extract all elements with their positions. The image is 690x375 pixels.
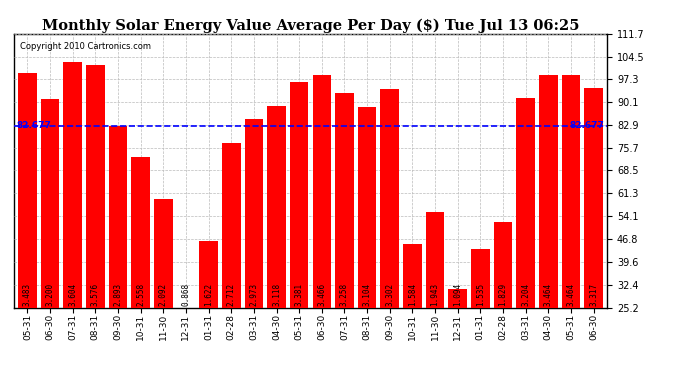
Bar — [86, 65, 105, 308]
Text: 3.118: 3.118 — [272, 283, 281, 306]
Text: 3.464: 3.464 — [566, 283, 575, 306]
Bar — [41, 99, 59, 308]
Text: 1.535: 1.535 — [476, 283, 485, 306]
Bar — [448, 289, 467, 308]
Bar — [177, 308, 195, 309]
Text: 2.893: 2.893 — [113, 283, 123, 306]
Text: 3.604: 3.604 — [68, 283, 77, 306]
Bar — [313, 75, 331, 308]
Text: 3.317: 3.317 — [589, 283, 598, 306]
Bar — [109, 126, 127, 308]
Text: 2.558: 2.558 — [136, 283, 145, 306]
Text: 0.868: 0.868 — [181, 283, 190, 306]
Text: 1.622: 1.622 — [204, 283, 213, 306]
Text: 3.483: 3.483 — [23, 283, 32, 306]
Bar — [63, 62, 82, 308]
Text: 3.576: 3.576 — [91, 283, 100, 306]
Text: 3.381: 3.381 — [295, 283, 304, 306]
Bar — [471, 249, 490, 308]
Bar — [18, 73, 37, 308]
Text: 3.302: 3.302 — [385, 283, 394, 306]
Text: 2.092: 2.092 — [159, 283, 168, 306]
Bar — [267, 106, 286, 307]
Bar — [380, 89, 399, 308]
Text: 2.973: 2.973 — [249, 283, 258, 306]
Text: 3.466: 3.466 — [317, 283, 326, 306]
Title: Monthly Solar Energy Value Average Per Day ($) Tue Jul 13 06:25: Monthly Solar Energy Value Average Per D… — [42, 18, 579, 33]
Text: 1.829: 1.829 — [498, 283, 508, 306]
Text: 1.943: 1.943 — [431, 283, 440, 306]
Text: Copyright 2010 Cartronics.com: Copyright 2010 Cartronics.com — [20, 42, 150, 51]
Text: 3.200: 3.200 — [46, 283, 55, 306]
Bar — [562, 75, 580, 307]
Text: 3.104: 3.104 — [363, 283, 372, 306]
Bar — [494, 222, 512, 308]
Bar — [403, 244, 422, 308]
Text: 3.258: 3.258 — [340, 283, 349, 306]
Text: 1.094: 1.094 — [453, 283, 462, 306]
Bar — [516, 98, 535, 308]
Bar — [222, 142, 241, 308]
Text: 82.677: 82.677 — [17, 121, 52, 130]
Bar — [244, 119, 263, 308]
Bar — [154, 199, 172, 308]
Bar — [426, 212, 444, 308]
Bar — [358, 107, 377, 308]
Bar — [290, 82, 308, 308]
Bar — [584, 88, 603, 308]
Text: 3.464: 3.464 — [544, 283, 553, 306]
Bar — [131, 156, 150, 308]
Bar — [539, 75, 558, 307]
Text: 3.204: 3.204 — [521, 283, 530, 306]
Bar — [199, 241, 218, 308]
Text: 82.677: 82.677 — [569, 121, 604, 130]
Text: 2.712: 2.712 — [227, 283, 236, 306]
Text: 1.584: 1.584 — [408, 283, 417, 306]
Bar — [335, 93, 354, 308]
